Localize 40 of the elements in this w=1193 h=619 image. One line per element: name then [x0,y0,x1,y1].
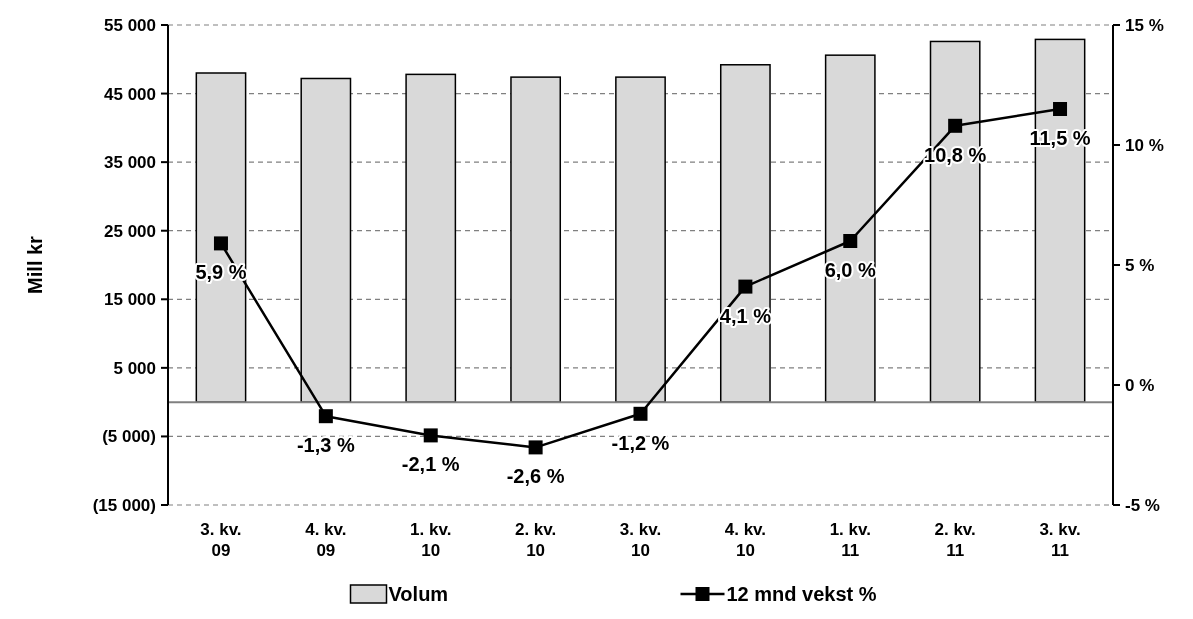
y2-tick-label: -5 % [1125,495,1160,515]
y-axis-title: Mill kr [24,235,46,294]
data-label: -1,2 % [611,431,670,454]
x-tick-label: 1. kv. 10 [410,520,452,561]
point [1053,102,1068,116]
point [948,118,963,133]
point [213,236,228,251]
x-tick-label: 4. kv. 10 [724,520,767,561]
point [423,428,438,443]
x-tick-label: 3. kv. 11 [1039,520,1081,561]
y-tick-label: 5 000 [113,358,156,378]
data-label: -1,3 % [296,434,355,457]
y2-tick-label: 10 % [1125,135,1164,155]
y2-tick-label: 5 % [1125,255,1155,275]
point [318,409,333,424]
point [633,406,648,421]
y-tick-label: 45 000 [104,84,156,104]
x-tick-label: 4. kv. 09 [305,520,347,561]
legend-label: Volum [388,583,449,605]
bar [405,73,457,403]
point [738,279,753,294]
data-label: -2,1 % [401,453,460,476]
y-tick-label: (5 000) [102,427,156,447]
y-tick-label: (15 000) [92,495,156,515]
data-label: -2,6 % [506,465,565,488]
x-tick-label: 2. kv. 10 [514,520,557,561]
point [528,440,543,455]
y-tick-label: 55 000 [104,15,156,35]
bar [510,76,562,403]
x-tick-label: 3. kv. 09 [200,520,242,561]
point [843,234,858,248]
y-tick-label: 15 000 [104,290,156,310]
y2-tick-label: 0 % [1125,375,1155,395]
y-tick-label: 35 000 [104,153,156,173]
x-tick-label: 2. kv. 11 [934,520,976,561]
y-tick-label: 25 000 [104,221,156,241]
y2-tick-label: 15 % [1125,15,1164,35]
legend-label: 12 mnd vekst % [726,583,877,605]
x-tick-label: 1. kv. 11 [829,520,871,561]
x-tick-label: 3. kv. 10 [619,520,662,561]
